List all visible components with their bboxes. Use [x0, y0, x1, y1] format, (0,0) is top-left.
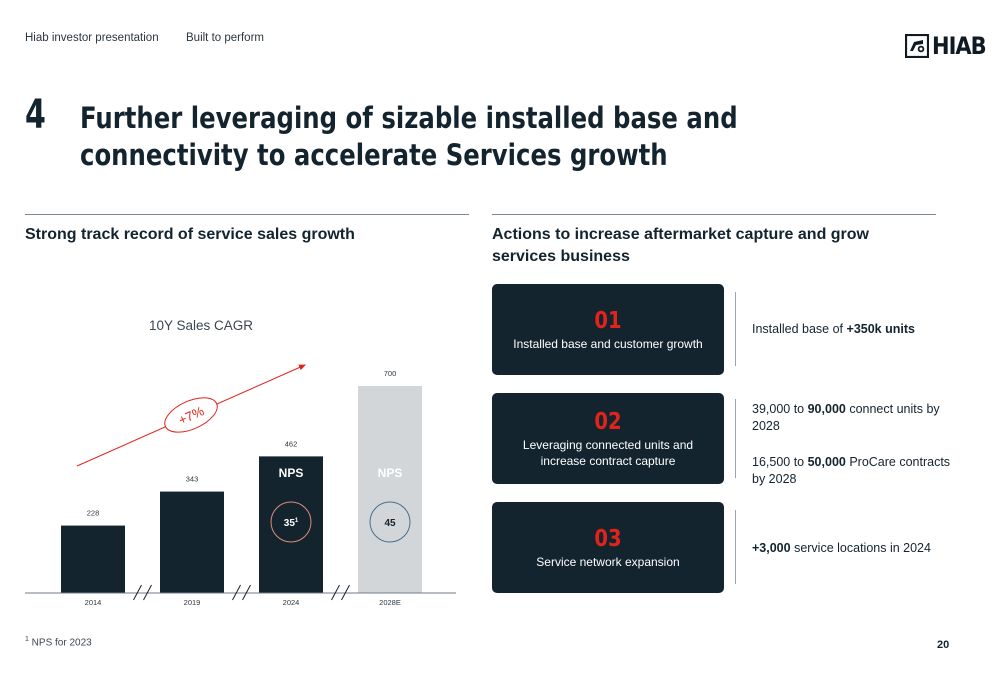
- logo-wordmark: HIAB: [932, 32, 987, 60]
- right-divider: [492, 214, 936, 215]
- detail-text: service locations in 2024: [790, 541, 931, 555]
- tick-label-2028E: 2028E: [379, 598, 401, 607]
- tick-label-2014: 2014: [85, 598, 102, 607]
- detail-highlight: +350k units: [846, 322, 915, 336]
- page-number: 20: [937, 639, 950, 651]
- detail-highlight: +3,000: [752, 541, 791, 555]
- cagr-label: 10Y Sales CAGR: [149, 318, 254, 333]
- bar-2019: [160, 491, 224, 593]
- nps-superscript: 1: [295, 518, 299, 524]
- action-text: Installed base and customer growth: [513, 337, 703, 351]
- data-label-2014: 228: [87, 509, 100, 518]
- detail-divider-1: [735, 292, 736, 366]
- nps-circle-2028E: [369, 501, 411, 543]
- action-card-02: 02 Leveraging connected units and increa…: [492, 393, 724, 484]
- footnote-marker: 1: [25, 636, 29, 643]
- action-text: Service network expansion: [536, 555, 680, 569]
- detail-text: 39,000 to: [752, 402, 808, 416]
- data-label-2019: 343: [186, 475, 199, 484]
- hiab-logo: HIAB: [905, 31, 987, 61]
- action-number: 01: [594, 308, 622, 334]
- axis-break-mark: [242, 584, 251, 601]
- nps-value-2024: 351: [284, 518, 299, 529]
- detail-text: ProCare contracts by 2028: [752, 455, 951, 486]
- right-heading: Actions to increase aftermarket capture …: [492, 226, 869, 265]
- data-label-2028E: 700: [384, 369, 397, 378]
- axis-break-mark: [341, 584, 350, 601]
- action-text: Leveraging connected units and increase …: [522, 438, 694, 468]
- action-number: 02: [594, 409, 622, 435]
- tick-label-2024: 2024: [283, 598, 300, 607]
- detail-text: Installed base of: [752, 322, 847, 336]
- footnote: 1 NPS for 2023: [25, 636, 92, 648]
- left-heading: Strong track record of service sales gro…: [25, 226, 355, 243]
- detail-divider-3: [735, 510, 736, 584]
- header-tagline: Built to perform: [186, 32, 264, 44]
- action-card-01: 01 Installed base and customer growth: [492, 284, 724, 375]
- left-divider: [25, 214, 469, 215]
- action-card-03: 03 Service network expansion: [492, 502, 724, 593]
- bar-2014: [61, 525, 125, 593]
- detail-text: connect units by 2028: [752, 402, 940, 433]
- service-locations-detail: +3,000 service locations in 2024: [752, 540, 952, 557]
- cagr-badge: +7%: [164, 397, 218, 433]
- footnote-text: NPS for 2023: [28, 637, 92, 649]
- section-number: 4: [25, 92, 46, 138]
- axis-break-mark: [143, 584, 152, 601]
- bar-2024: [259, 456, 323, 593]
- procare-detail: 16,500 to 50,000 ProCare contracts by 20…: [752, 454, 952, 488]
- bar-2028E: [358, 386, 422, 593]
- axis-break-mark: [133, 584, 142, 601]
- service-sales-chart: 228 2014 343 2019 462 2024 700 2028E +7% NPS 351…: [25, 364, 456, 607]
- detail-divider-2: [735, 399, 736, 478]
- tick-label-2019: 2019: [184, 598, 201, 607]
- nps-label-2024: NPS: [279, 466, 304, 480]
- connect-units-detail: 39,000 to 90,000 connect units by 2028: [752, 401, 952, 435]
- nps-label-2028E: NPS: [378, 466, 403, 480]
- installed-base-detail: Installed base of +350k units: [752, 321, 952, 338]
- nps-value-2028E: 45: [384, 518, 396, 529]
- action-number: 03: [594, 526, 622, 552]
- detail-text: 16,500 to: [752, 455, 808, 469]
- page-title: Further leveraging of sizable installed …: [80, 101, 738, 172]
- hiab-crane-icon: [905, 34, 929, 58]
- detail-highlight: 90,000: [807, 402, 846, 416]
- nps-circle-2024: [270, 501, 312, 543]
- axis-break-mark: [331, 584, 340, 601]
- axis-break-mark: [232, 584, 241, 601]
- header-presentation-title: Hiab investor presentation: [25, 32, 159, 44]
- detail-highlight: 50,000: [807, 455, 846, 469]
- data-label-2024: 462: [285, 439, 298, 448]
